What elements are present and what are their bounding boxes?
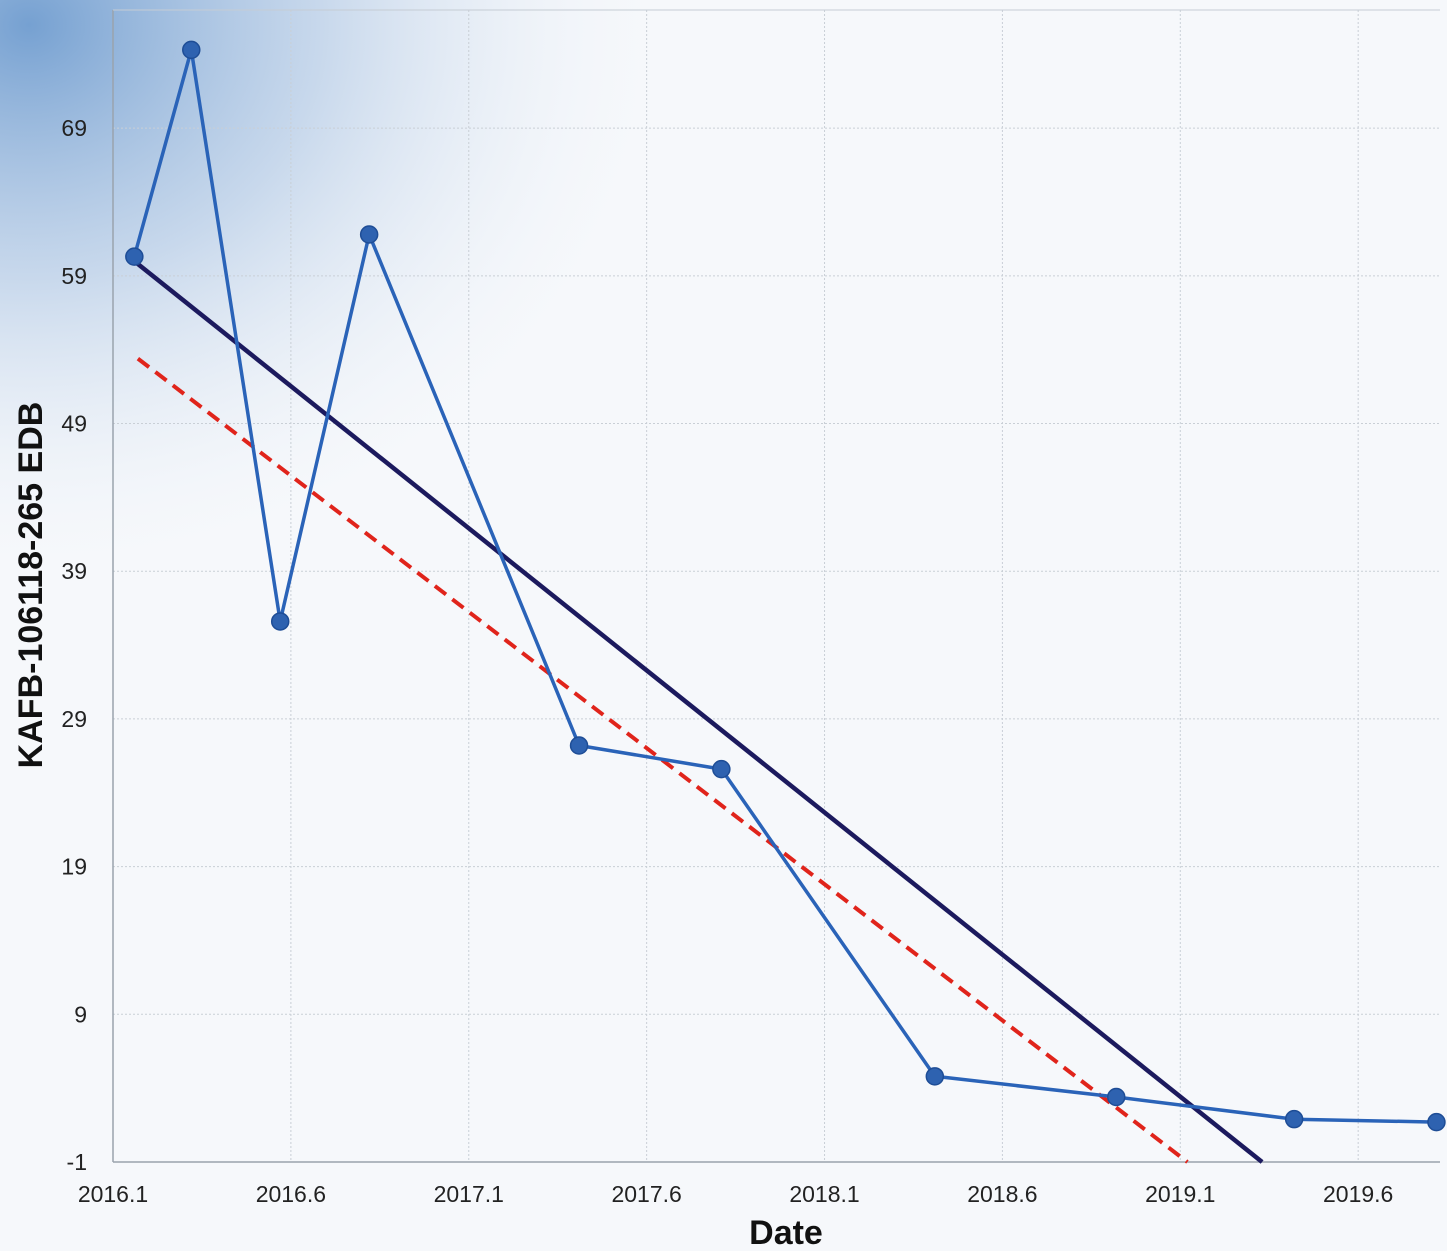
x-tick-label: 2017.1 bbox=[434, 1181, 504, 1207]
x-tick-label: 2019.6 bbox=[1323, 1181, 1393, 1207]
y-tick-label: 29 bbox=[61, 706, 87, 732]
y-tick-label: 59 bbox=[61, 263, 87, 289]
y-tick-label: 9 bbox=[74, 1001, 87, 1027]
data-point bbox=[359, 225, 379, 244]
x-tick-label: 2019.1 bbox=[1145, 1181, 1215, 1207]
y-tick-label: 69 bbox=[61, 115, 87, 141]
data-point bbox=[182, 40, 201, 60]
data-point bbox=[1107, 1087, 1126, 1107]
y-tick-label: 49 bbox=[61, 411, 87, 437]
data-point bbox=[1284, 1109, 1304, 1129]
x-tick-label: 2018.6 bbox=[967, 1181, 1037, 1207]
data-point bbox=[1427, 1112, 1446, 1132]
data-series-line bbox=[132, 48, 1437, 1124]
x-tick-labels: 2016.1 2016.6 2017.1 2017.6 2018.1 2018.6 2019… bbox=[78, 1181, 1394, 1207]
grid bbox=[113, 10, 1440, 1162]
x-tick-label: 2016.1 bbox=[78, 1181, 148, 1207]
series-layer bbox=[125, 40, 1446, 1164]
y-tick-label: 39 bbox=[61, 558, 87, 584]
data-point bbox=[270, 612, 290, 631]
y-tick-labels: -1 9 19 29 39 49 59 69 bbox=[61, 115, 87, 1175]
data-point bbox=[712, 759, 731, 779]
x-axis-title: Date bbox=[749, 1214, 823, 1251]
data-point bbox=[569, 736, 589, 755]
y-tick-label: 19 bbox=[61, 854, 87, 880]
y-axis-title: KAFB-106118-265 EDB bbox=[12, 402, 50, 769]
y-tick-label: -1 bbox=[67, 1149, 87, 1175]
x-tick-label: 2017.6 bbox=[611, 1181, 681, 1207]
data-point bbox=[925, 1067, 945, 1086]
solid-trend-line bbox=[132, 259, 1264, 1164]
x-tick-label: 2018.1 bbox=[789, 1181, 859, 1207]
x-tick-label: 2016.6 bbox=[256, 1181, 326, 1207]
data-point bbox=[125, 247, 144, 266]
